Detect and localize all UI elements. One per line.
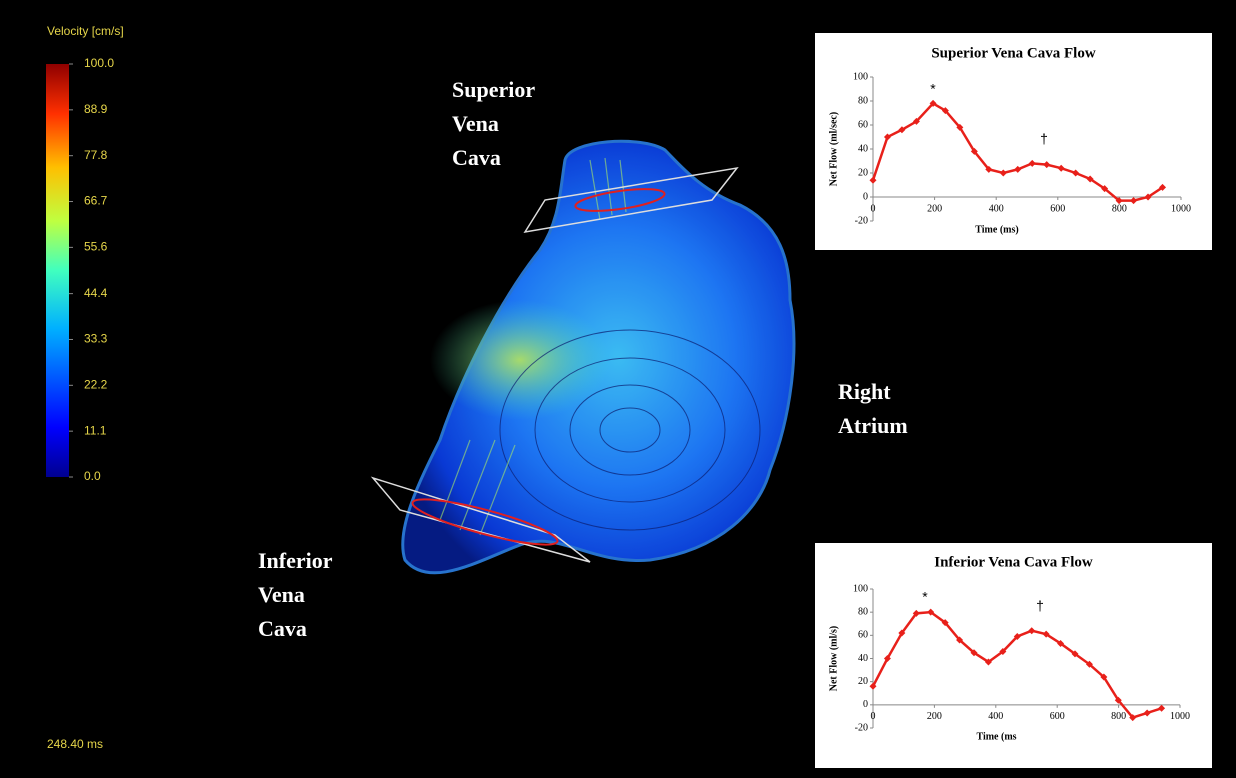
x-tick-label: 0	[871, 711, 876, 722]
x-tick-label: 0	[871, 203, 876, 214]
y-tick-label: 40	[858, 143, 868, 154]
y-tick-label: 60	[858, 119, 868, 130]
y-tick-label: 0	[863, 191, 868, 202]
colorbar-tick-label: 0.0	[84, 469, 101, 483]
y-tick-label: 100	[853, 71, 868, 82]
x-tick-label: 400	[989, 203, 1004, 214]
x-axis-label: Time (ms)	[975, 224, 1018, 235]
region-label: Right	[838, 379, 891, 404]
y-axis-label: Net Flow (ml/s)	[828, 626, 839, 692]
x-tick-label: 1000	[1170, 711, 1190, 722]
region-label: Inferior	[258, 548, 333, 573]
region-label: Atrium	[838, 413, 908, 438]
x-tick-label: 200	[927, 711, 942, 722]
figure: Velocity [cm/s] 248.40 ms Superior Vena …	[0, 0, 1236, 778]
chart-title: Superior Vena Cava Flow	[931, 45, 1095, 61]
region-label: Vena	[452, 111, 499, 136]
colorbar-tick-label: 33.3	[84, 332, 108, 346]
x-tick-label: 800	[1111, 711, 1126, 722]
y-tick-label: 20	[858, 167, 868, 178]
y-tick-label: 0	[863, 699, 868, 710]
colorbar-tick-label: 55.6	[84, 240, 108, 254]
y-tick-label: 80	[858, 606, 868, 617]
annotation: *	[922, 589, 928, 605]
x-axis-label: Time (ms	[976, 731, 1016, 742]
annotation: *	[930, 81, 936, 97]
x-tick-label: 200	[927, 203, 942, 214]
x-tick-label: 800	[1112, 203, 1127, 214]
colorbar-tick-label: 11.1	[84, 423, 107, 437]
y-tick-label: 100	[853, 583, 868, 594]
annotation: †	[1040, 131, 1048, 147]
y-tick-label: -20	[855, 722, 868, 733]
x-tick-label: 600	[1050, 203, 1065, 214]
chart-title: Inferior Vena Cava Flow	[934, 554, 1093, 570]
y-tick-label: 80	[858, 95, 868, 106]
timestamp: 248.40 ms	[47, 737, 103, 751]
colorbar-tick-label: 66.7	[84, 194, 108, 208]
y-tick-label: 40	[858, 653, 868, 664]
y-tick-label: -20	[855, 215, 868, 226]
region-label: Superior	[452, 77, 535, 102]
chart-background	[815, 33, 1212, 250]
x-tick-label: 1000	[1171, 203, 1191, 214]
colorbar-tick-label: 88.9	[84, 102, 108, 116]
colorbar-title: Velocity [cm/s]	[47, 24, 124, 38]
region-label: Cava	[258, 616, 307, 641]
colorbar-tick-label: 100.0	[84, 56, 114, 70]
x-tick-label: 600	[1050, 711, 1065, 722]
chart: Inferior Vena Cava Flow Time (ms Net Flow …	[815, 543, 1212, 768]
colorbar-tick-label: 77.8	[84, 148, 108, 162]
colorbar-tick-label: 44.4	[84, 286, 108, 300]
annotation: †	[1036, 598, 1044, 614]
colorbar-tick-label: 22.2	[84, 377, 108, 391]
x-tick-label: 400	[988, 711, 1003, 722]
y-tick-label: 60	[858, 630, 868, 641]
colorbar	[46, 64, 69, 477]
y-tick-label: 20	[858, 676, 868, 687]
region-label: Vena	[258, 582, 305, 607]
y-axis-label: Net Flow (ml/sec)	[828, 112, 839, 186]
region-label: Cava	[452, 145, 501, 170]
chart: Superior Vena Cava Flow Time (ms) Net Flow…	[815, 33, 1212, 250]
